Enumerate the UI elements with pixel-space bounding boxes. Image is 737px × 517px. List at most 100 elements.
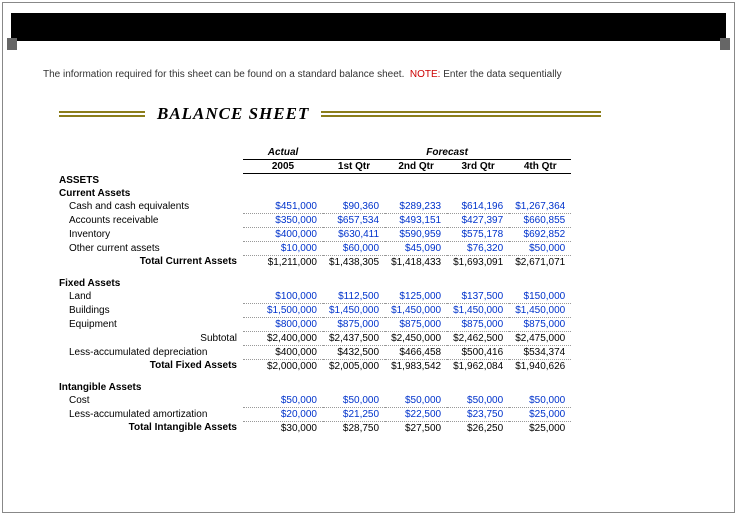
fld-1: $432,500: [323, 345, 385, 359]
fixed-asset-val: $800,000: [243, 317, 323, 331]
intangible-asset-val: $21,250: [323, 407, 385, 421]
intangible-title: Intangible Assets: [53, 381, 243, 394]
fixed-asset-row: Equipment$800,000$875,000$875,000$875,00…: [53, 317, 571, 331]
fixed-asset-val: $112,500: [323, 290, 385, 304]
current-asset-label: Accounts receivable: [53, 213, 243, 227]
current-asset-val: $630,411: [323, 227, 385, 241]
title-rule-left: [59, 111, 145, 117]
note-label: NOTE:: [410, 69, 441, 80]
hdr-q4: 4th Qtr: [509, 160, 571, 174]
hdr-q2: 2nd Qtr: [385, 160, 447, 174]
fst-0: $2,400,000: [243, 331, 323, 345]
fld-4: $534,374: [509, 345, 571, 359]
intangible-asset-val: $50,000: [509, 394, 571, 408]
data-table: Actual Forecast 2005 1st Qtr 2nd Qtr 3rd…: [53, 146, 571, 435]
fst-1: $2,437,500: [323, 331, 385, 345]
fixed-asset-label: Equipment: [53, 317, 243, 331]
corner-fold-right: [720, 38, 730, 50]
fixed-asset-label: Land: [53, 290, 243, 304]
fixed-asset-val: $1,450,000: [447, 303, 509, 317]
tia-0: $30,000: [243, 421, 323, 435]
total-current-label: Total Current Assets: [53, 255, 243, 269]
fld-0: $400,000: [243, 345, 323, 359]
page-frame: The information required for this sheet …: [2, 2, 735, 513]
tfa-2: $1,983,542: [385, 359, 447, 373]
fixed-less-row: Less-accumulated depreciation $400,000 $…: [53, 345, 571, 359]
total-intangible-label: Total Intangible Assets: [53, 421, 243, 435]
fixed-asset-val: $875,000: [323, 317, 385, 331]
fixed-asset-row: Land$100,000$112,500$125,000$137,500$150…: [53, 290, 571, 304]
fixed-asset-val: $875,000: [509, 317, 571, 331]
current-assets-header: Current Assets: [53, 187, 571, 200]
current-asset-row: Other current assets$10,000$60,000$45,09…: [53, 241, 571, 255]
current-asset-row: Cash and cash equivalents$451,000$90,360…: [53, 200, 571, 214]
hdr-year: 2005: [243, 160, 323, 174]
tfa-0: $2,000,000: [243, 359, 323, 373]
current-asset-val: $10,000: [243, 241, 323, 255]
current-assets-total: Total Current Assets $1,211,000 $1,438,3…: [53, 255, 571, 269]
intangible-total-row: Total Intangible Assets $30,000 $28,750 …: [53, 421, 571, 435]
header-row-1: Actual Forecast: [53, 146, 571, 160]
tia-2: $27,500: [385, 421, 447, 435]
fst-3: $2,462,500: [447, 331, 509, 345]
fixed-asset-val: $125,000: [385, 290, 447, 304]
current-asset-val: $614,196: [447, 200, 509, 214]
title-row: BALANCE SHEET: [59, 104, 734, 124]
current-assets-title: Current Assets: [53, 187, 243, 200]
fst-2: $2,450,000: [385, 331, 447, 345]
intangible-asset-label: Less-accumulated amortization: [53, 407, 243, 421]
intangible-asset-val: $25,000: [509, 407, 571, 421]
intangible-asset-val: $50,000: [447, 394, 509, 408]
header-row-2: 2005 1st Qtr 2nd Qtr 3rd Qtr 4th Qtr: [53, 160, 571, 174]
fixed-asset-val: $1,450,000: [509, 303, 571, 317]
tca-3: $1,693,091: [447, 255, 509, 269]
fixed-assets-title: Fixed Assets: [53, 277, 243, 290]
fld-2: $466,458: [385, 345, 447, 359]
hdr-actual: Actual: [243, 146, 323, 160]
assets-section: ASSETS: [53, 174, 571, 187]
fixed-asset-val: $100,000: [243, 290, 323, 304]
intangible-asset-val: $50,000: [243, 394, 323, 408]
current-asset-row: Inventory$400,000$630,411$590,959$575,17…: [53, 227, 571, 241]
fixed-assets-header: Fixed Assets: [53, 277, 571, 290]
current-asset-val: $90,360: [323, 200, 385, 214]
tfa-4: $1,940,626: [509, 359, 571, 373]
corner-fold-left: [7, 38, 17, 50]
intangible-asset-val: $50,000: [385, 394, 447, 408]
total-fixed-label: Total Fixed Assets: [53, 359, 243, 373]
tia-4: $25,000: [509, 421, 571, 435]
current-asset-val: $657,534: [323, 213, 385, 227]
current-asset-val: $400,000: [243, 227, 323, 241]
tfa-1: $2,005,000: [323, 359, 385, 373]
fixed-asset-val: $875,000: [385, 317, 447, 331]
top-black-bar: [11, 13, 726, 41]
intangible-asset-row: Cost$50,000$50,000$50,000$50,000$50,000: [53, 394, 571, 408]
current-asset-val: $76,320: [447, 241, 509, 255]
fixed-asset-val: $137,500: [447, 290, 509, 304]
fixed-subtotal-row: Subtotal $2,400,000 $2,437,500 $2,450,00…: [53, 331, 571, 345]
title-rule-right: [321, 111, 601, 117]
assets-label: ASSETS: [53, 174, 243, 187]
tia-3: $26,250: [447, 421, 509, 435]
fixed-asset-val: $150,000: [509, 290, 571, 304]
current-asset-val: $427,397: [447, 213, 509, 227]
current-asset-val: $289,233: [385, 200, 447, 214]
current-asset-label: Cash and cash equivalents: [53, 200, 243, 214]
hdr-q3: 3rd Qtr: [447, 160, 509, 174]
current-asset-val: $660,855: [509, 213, 571, 227]
tfa-3: $1,962,084: [447, 359, 509, 373]
less-dep-label: Less-accumulated depreciation: [53, 345, 243, 359]
fixed-total-row: Total Fixed Assets $2,000,000 $2,005,000…: [53, 359, 571, 373]
current-asset-val: $590,959: [385, 227, 447, 241]
hdr-q1: 1st Qtr: [323, 160, 385, 174]
current-asset-val: $575,178: [447, 227, 509, 241]
hdr-forecast: Forecast: [323, 146, 571, 160]
intangible-asset-val: $20,000: [243, 407, 323, 421]
fixed-asset-val: $1,500,000: [243, 303, 323, 317]
tca-1: $1,438,305: [323, 255, 385, 269]
info-text: The information required for this sheet …: [43, 69, 404, 80]
current-asset-label: Inventory: [53, 227, 243, 241]
subtotal-label: Subtotal: [53, 331, 243, 345]
fixed-asset-row: Buildings$1,500,000$1,450,000$1,450,000$…: [53, 303, 571, 317]
fst-4: $2,475,000: [509, 331, 571, 345]
